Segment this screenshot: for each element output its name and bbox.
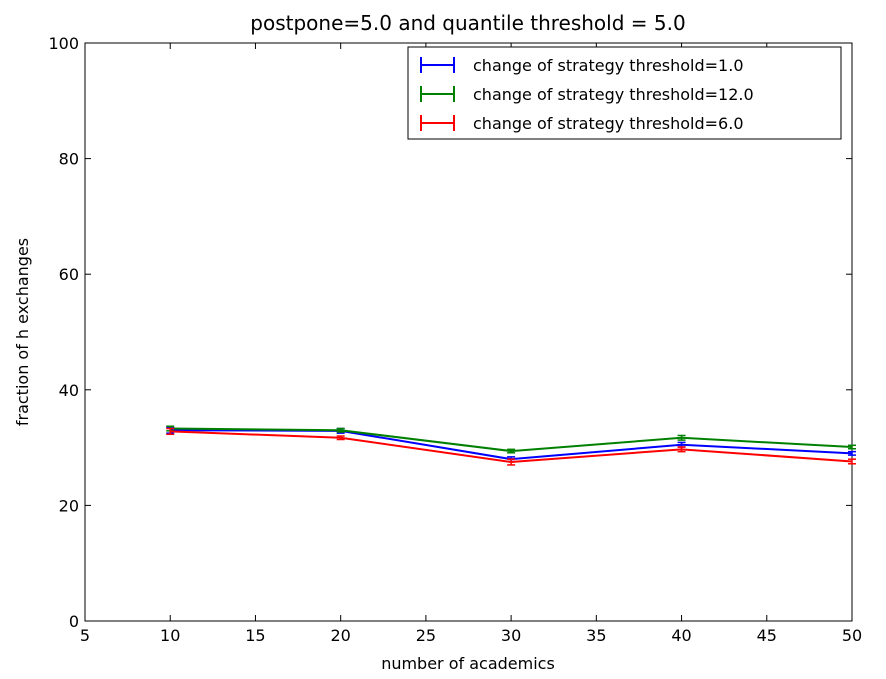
x-tick-label: 20 [330,626,350,645]
y-tick-label: 60 [59,265,79,284]
x-tick-label: 15 [245,626,265,645]
x-tick-label: 45 [757,626,777,645]
legend-label: change of strategy threshold=12.0 [473,85,754,104]
y-tick-label: 40 [59,381,79,400]
series-2 [166,425,856,454]
legend: change of strategy threshold=1.0 change o… [407,46,842,140]
x-tick-label: 25 [416,626,436,645]
series-3 [166,427,856,466]
x-tick-label: 30 [501,626,521,645]
x-tick-label: 35 [586,626,606,645]
x-tick-label: 10 [160,626,180,645]
chart-title: postpone=5.0 and quantile threshold = 5.… [250,11,685,35]
y-tick-label: 0 [69,612,79,631]
x-tick-label: 5 [80,626,90,645]
x-tick-label: 40 [671,626,691,645]
legend-label: change of strategy threshold=1.0 [473,56,744,75]
y-tick-label: 20 [59,496,79,515]
axis-ticks: 5 10 15 20 25 30 35 40 45 50 0 20 40 60 80 100 [48,34,862,645]
y-tick-label: 80 [59,150,79,169]
x-tick-label: 50 [842,626,862,645]
x-axis-title: number of academics [381,654,555,673]
series-layer [166,425,856,466]
legend-box [407,46,842,140]
y-tick-label: 100 [48,34,79,53]
legend-label: change of strategy threshold=6.0 [473,114,744,133]
y-axis-title: fraction of h exchanges [13,238,32,426]
